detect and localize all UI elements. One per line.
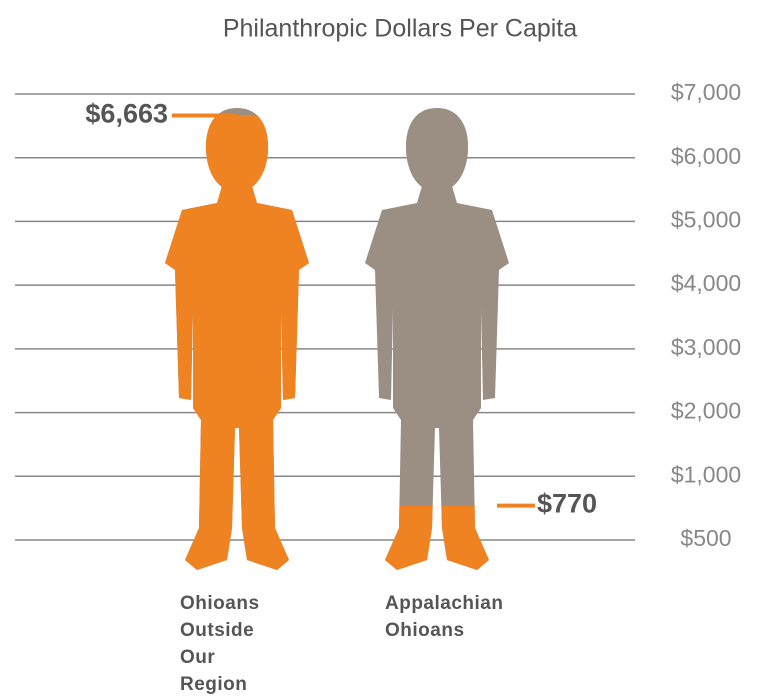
y-tick-label: $5,000 [671, 207, 741, 233]
chart-title: Philanthropic Dollars Per Capita [223, 15, 577, 43]
y-tick-label: $6,000 [671, 143, 741, 169]
figure-base [365, 108, 509, 570]
y-tick-label: $3,000 [671, 334, 741, 360]
y-tick-label: $500 [680, 525, 731, 551]
category-label: Appalachian Ohioans [385, 590, 565, 644]
y-tick-label: $7,000 [671, 79, 741, 105]
figure-fill [357, 506, 517, 600]
value-label: $6,663 [85, 99, 168, 129]
category-label: Ohioans Outside Our Region [180, 590, 288, 698]
y-tick-label: $2,000 [671, 398, 741, 424]
figure-fill [157, 115, 317, 600]
y-tick-label: $4,000 [671, 270, 741, 296]
y-tick-label: $1,000 [671, 461, 741, 487]
value-label: $770 [537, 489, 597, 519]
chart: Philanthropic Dollars Per Capita $500 $1,… [0, 0, 776, 677]
page: Philanthropic Dollars Per Capita $500 $1,… [0, 0, 776, 677]
